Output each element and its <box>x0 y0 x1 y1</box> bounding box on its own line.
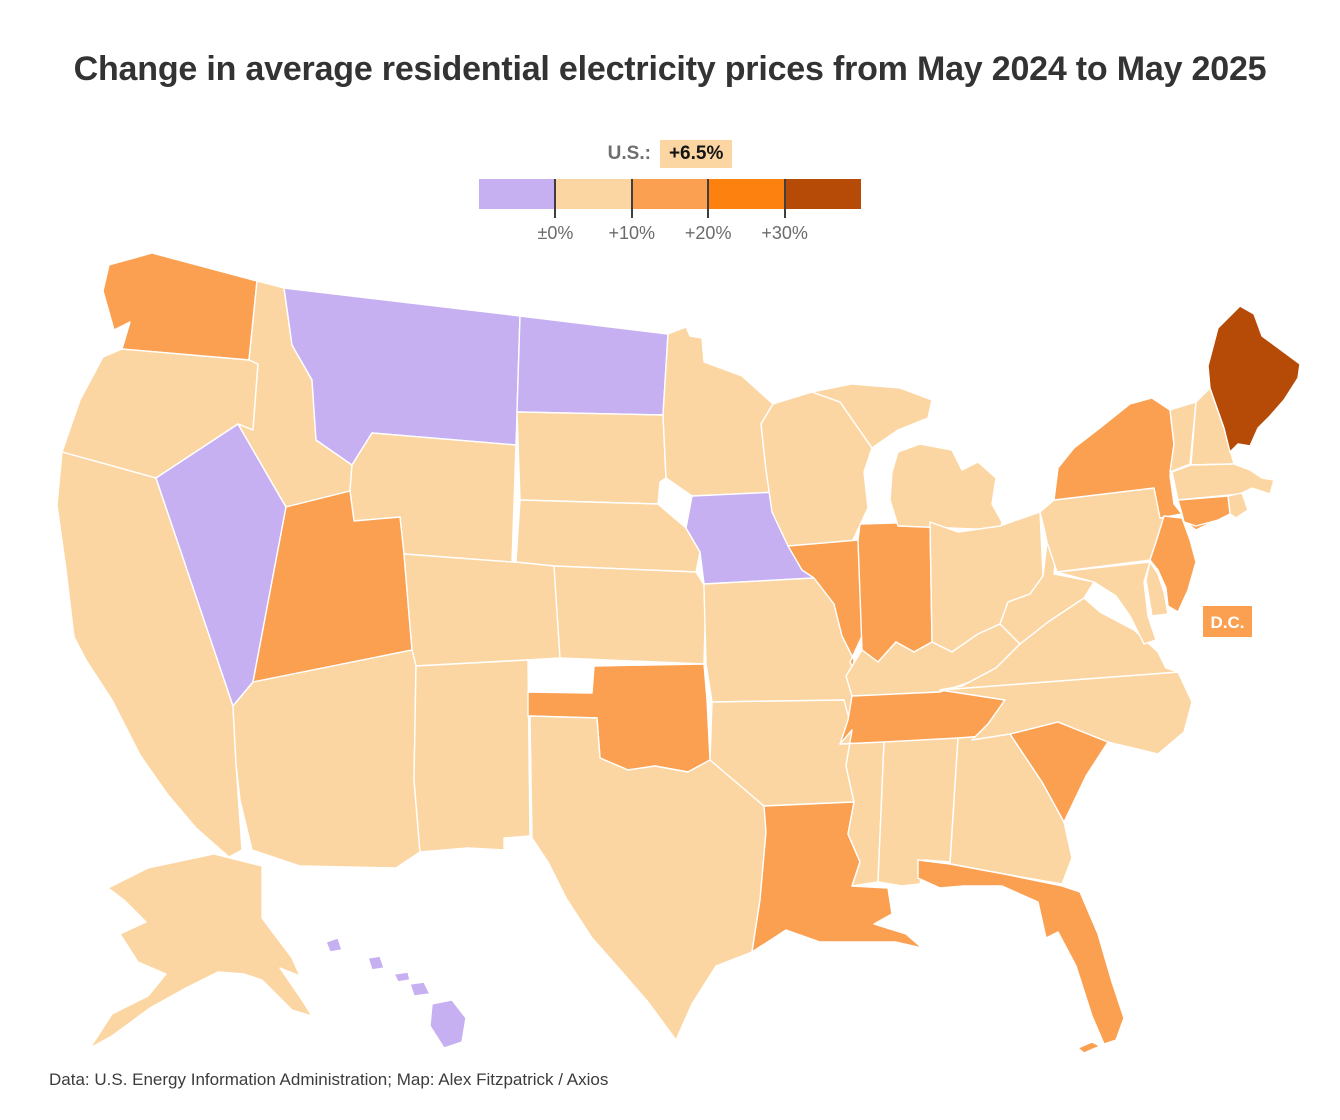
state-NE <box>515 499 701 573</box>
state-KS <box>553 565 707 665</box>
state-MA <box>1171 463 1275 501</box>
states-layer <box>56 252 1301 1054</box>
state-SD <box>516 411 667 505</box>
dc-badge <box>1203 606 1252 637</box>
us-average-row: U.S.: +6.5% <box>0 140 1340 168</box>
state-MD <box>1056 561 1157 645</box>
dc-badge-label: D.C. <box>1211 613 1245 632</box>
dc-callout: D.C. <box>1203 606 1252 637</box>
state-IN <box>857 521 933 663</box>
state-NM <box>413 659 531 853</box>
legend-segment-30plus <box>784 179 862 209</box>
legend-tick-labels: ±0% +10% +20% +30% <box>479 223 861 247</box>
legend-color-bar <box>479 179 862 218</box>
state-AZ <box>232 649 421 869</box>
page-title: Change in average residential electricit… <box>73 49 1267 88</box>
state-VT <box>1169 401 1197 473</box>
legend-tick-label-10: +10% <box>608 223 656 243</box>
legend-segment-0-10 <box>555 179 632 209</box>
state-ND <box>516 315 669 416</box>
state-HI <box>325 937 467 1049</box>
state-MN <box>662 326 779 497</box>
state-FL <box>917 859 1125 1054</box>
legend-tick-0 <box>554 179 557 218</box>
legend-tick-label-0: ±0% <box>537 223 574 243</box>
legend-tick-label-20: +20% <box>684 223 732 243</box>
state-AK <box>89 853 313 1049</box>
state-WA <box>102 252 258 361</box>
state-NJ <box>1149 515 1197 613</box>
state-RI <box>1227 492 1249 519</box>
legend-segment-10-20 <box>631 179 709 209</box>
legend-segment-neg <box>479 179 556 209</box>
state-PA <box>1039 487 1165 573</box>
state-DE <box>1145 561 1169 617</box>
source-credit: Data: U.S. Energy Information Administra… <box>49 1070 609 1089</box>
state-CT <box>1177 495 1231 527</box>
legend: U.S.: +6.5% ±0% +10% +20% +30% <box>0 140 1340 247</box>
state-MI <box>811 383 1003 531</box>
legend-tick-label-30: +30% <box>761 223 808 243</box>
state-NC <box>939 671 1193 755</box>
state-CO <box>403 553 561 667</box>
us-average-label: U.S.: <box>607 143 651 164</box>
state-ME <box>1207 305 1301 453</box>
legend-tick-10 <box>630 179 633 218</box>
legend-tick-20 <box>707 179 710 218</box>
us-average-badge: +6.5% <box>659 140 733 168</box>
legend-tick-30 <box>783 179 786 218</box>
legend-segment-20-30 <box>708 179 785 209</box>
